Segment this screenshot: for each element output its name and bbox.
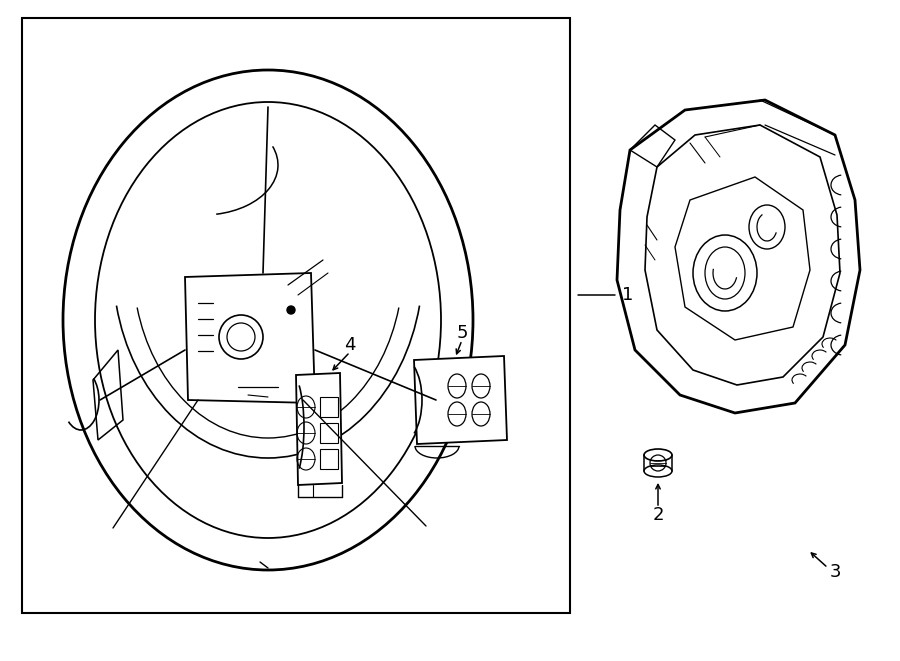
- Bar: [22, 18, 570, 613]
- Text: 5: 5: [456, 324, 468, 342]
- Polygon shape: [414, 356, 507, 444]
- Ellipse shape: [63, 70, 473, 570]
- Bar: [320, 397, 338, 417]
- Polygon shape: [185, 273, 315, 403]
- Polygon shape: [296, 373, 342, 485]
- Text: 2: 2: [652, 506, 664, 524]
- Ellipse shape: [287, 306, 295, 314]
- Bar: [320, 423, 338, 443]
- Text: 3: 3: [829, 563, 841, 581]
- Polygon shape: [617, 100, 860, 413]
- Text: 1: 1: [622, 286, 634, 304]
- Bar: [320, 449, 338, 469]
- Text: 4: 4: [344, 336, 356, 354]
